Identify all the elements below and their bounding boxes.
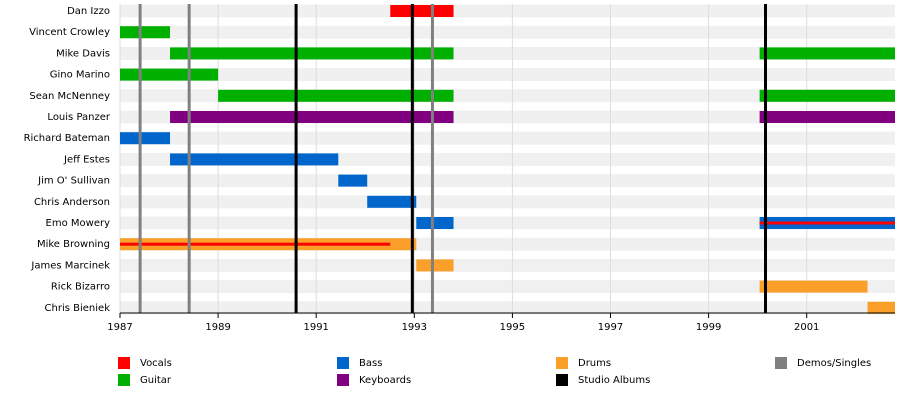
x-tick-label: 1995 <box>500 322 525 333</box>
span-bar <box>759 280 868 293</box>
span-bar <box>867 301 895 314</box>
span-bar <box>367 195 417 208</box>
span-bar <box>170 153 339 166</box>
row-stripe <box>120 131 895 145</box>
legend-swatch <box>556 357 568 369</box>
row-stripe <box>120 68 895 82</box>
row-label: Mike Davis <box>56 48 110 59</box>
span-bar <box>390 5 454 17</box>
span-bar <box>416 217 454 229</box>
span-bar <box>170 111 454 123</box>
x-tick-label: 1991 <box>303 322 328 333</box>
legend-swatch <box>337 357 349 369</box>
row-label: Richard Bateman <box>24 133 110 144</box>
legend-swatch <box>556 374 568 386</box>
row-stripe <box>120 4 895 18</box>
legend-label: Bass <box>359 358 382 369</box>
row-stripe <box>120 195 895 209</box>
legend-swatch <box>118 357 130 369</box>
overlay-bar <box>759 221 895 225</box>
legend-swatch <box>118 374 130 386</box>
legend-label: Keyboards <box>359 375 411 386</box>
span-bar <box>120 132 171 145</box>
row-stripe <box>120 174 895 188</box>
row-label: Gino Marino <box>50 70 110 81</box>
row-label: James Marcinek <box>30 260 110 271</box>
row-label: Chris Anderson <box>34 197 110 208</box>
x-tick-label: 1997 <box>598 322 623 333</box>
span-bar <box>416 259 454 272</box>
span-bar <box>218 89 454 102</box>
row-label: Emo Mowery <box>46 218 111 229</box>
overlay-bar <box>120 242 391 246</box>
x-tick-label: 1999 <box>696 322 721 333</box>
legend-label: Studio Albums <box>578 375 650 386</box>
row-stripe <box>120 216 895 230</box>
row-stripe <box>120 25 895 39</box>
span-bar <box>759 89 895 102</box>
legend-label: Vocals <box>140 358 172 369</box>
legend-swatch <box>337 374 349 386</box>
legend-swatch <box>775 357 787 369</box>
x-tick-label: 2001 <box>794 322 819 333</box>
row-label: Sean McNenney <box>29 91 110 102</box>
row-label: Louis Panzer <box>47 112 110 123</box>
x-tick-label: 1989 <box>205 322 230 333</box>
legend-label: Demos/Singles <box>797 358 871 369</box>
row-stripe <box>120 280 895 294</box>
span-bar <box>759 47 895 60</box>
span-bar <box>120 26 171 39</box>
span-bar <box>170 47 454 60</box>
span-bar <box>338 174 368 187</box>
x-tick-label: 1987 <box>107 322 132 333</box>
row-stripe <box>120 258 895 272</box>
row-label: Chris Bieniek <box>45 303 111 314</box>
legend-label: Guitar <box>140 375 172 386</box>
row-label: Rick Bizarro <box>51 282 110 293</box>
row-label: Vincent Crowley <box>29 27 110 38</box>
x-tick-label: 1993 <box>402 322 427 333</box>
span-bar <box>120 68 219 81</box>
row-label: Jim O' Sullivan <box>37 176 110 187</box>
row-stripe <box>120 301 895 315</box>
row-label: Dan Izzo <box>67 6 110 17</box>
legend-label: Drums <box>578 358 611 369</box>
row-label: Mike Browning <box>37 239 110 250</box>
row-label: Jeff Estes <box>63 154 110 165</box>
span-bar <box>759 111 895 123</box>
